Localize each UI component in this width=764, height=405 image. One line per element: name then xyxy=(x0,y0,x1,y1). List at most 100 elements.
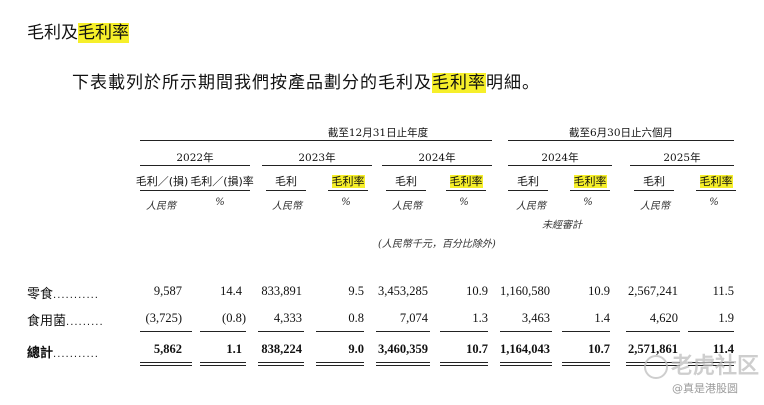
table-cell: 10.9 xyxy=(588,284,610,298)
table-cell: 2,567,241 xyxy=(628,284,678,298)
col-rule xyxy=(328,190,368,191)
total-rule xyxy=(200,365,246,366)
leader-dots: ........... xyxy=(53,290,99,301)
total-rule xyxy=(258,362,304,363)
col-rule xyxy=(266,190,306,191)
table-cell-total: 5,862 xyxy=(153,342,182,356)
intro-suffix: 明細。 xyxy=(486,73,540,93)
subtotal-rule xyxy=(440,331,488,332)
highlight-mark: 毛利率 xyxy=(573,175,607,188)
col-rule xyxy=(570,190,610,191)
watermark-handle: @真是港股圆 xyxy=(672,382,738,395)
year-rule xyxy=(382,165,492,166)
table-cell-total: 2,571,861 xyxy=(628,342,678,356)
table-cell: 833,891 xyxy=(261,284,302,298)
row-label-total: 總計........... xyxy=(27,342,99,361)
total-rule xyxy=(562,362,610,363)
year-header: 2024年 xyxy=(541,152,579,164)
col-header-gross-margin: 毛利率 xyxy=(570,173,610,189)
col-header-gross-margin: 毛利率 xyxy=(446,173,486,189)
year-rule xyxy=(140,165,250,166)
group-rule-six-month xyxy=(508,140,734,141)
col-rule xyxy=(508,190,548,191)
subtotal-rule xyxy=(500,331,552,332)
total-rule xyxy=(258,365,304,366)
highlight-mark: 毛利率 xyxy=(699,175,733,188)
group-header-six-month: 截至6月30日止六個月 xyxy=(568,127,674,139)
leader-dots: ........... xyxy=(53,349,99,360)
col-header-gross-margin: 毛利／(損)率 xyxy=(190,175,254,188)
col-header-gross-margin: 毛利率 xyxy=(328,173,368,189)
tiger-icon xyxy=(644,355,668,379)
total-rule xyxy=(688,362,734,363)
table-cell: (3,725) xyxy=(145,311,182,325)
col-rule xyxy=(696,190,736,191)
table-cell: 7,074 xyxy=(399,311,428,325)
row-label-mushrooms: 食用菌......... xyxy=(27,310,104,329)
total-rule xyxy=(688,365,734,366)
col-rule xyxy=(446,190,486,191)
table-cell-total: 1.1 xyxy=(226,342,242,356)
col-rule xyxy=(140,190,192,191)
total-rule xyxy=(376,362,430,363)
unit-note: (人民幣千元，百分比除外) xyxy=(378,239,496,250)
unit-label: 人民幣 xyxy=(392,201,422,212)
unit-label: 人民幣 xyxy=(640,201,670,212)
highlight-mark: 毛利率 xyxy=(449,175,483,188)
total-rule xyxy=(500,365,552,366)
watermark-text: 老虎社区 xyxy=(671,354,760,379)
year-header: 2024年 xyxy=(418,152,456,164)
table-cell-total: 10.7 xyxy=(588,342,610,356)
table-cell: 1.9 xyxy=(718,311,734,325)
year-rule xyxy=(508,165,612,166)
table-cell-total: 10.7 xyxy=(466,342,488,356)
table-cell-total: 9.0 xyxy=(348,342,364,356)
unit-label: % xyxy=(583,197,593,208)
table-cell: (0.8) xyxy=(222,311,246,325)
table-cell: 14.4 xyxy=(220,284,242,298)
col-rule xyxy=(634,190,674,191)
col-header-gross-profit: 毛利 xyxy=(643,175,665,188)
row-label-text: 總計 xyxy=(27,346,54,361)
group-header-annual: 截至12月31日止年度 xyxy=(327,127,429,139)
year-header: 2025年 xyxy=(663,152,701,164)
total-rule xyxy=(140,362,192,363)
table-cell: 0.8 xyxy=(348,311,364,325)
unit-label: 人民幣 xyxy=(146,201,176,212)
total-rule xyxy=(316,362,364,363)
table-cell: 9.5 xyxy=(348,284,364,298)
unit-label: 人民幣 xyxy=(516,201,546,212)
total-rule xyxy=(140,365,192,366)
total-rule xyxy=(500,362,552,363)
subtotal-rule xyxy=(200,331,246,332)
unit-label: % xyxy=(709,197,719,208)
subtotal-rule xyxy=(562,331,610,332)
table-cell: 4,620 xyxy=(649,311,678,325)
subtotal-rule xyxy=(688,331,734,332)
table-cell: 1.3 xyxy=(472,311,488,325)
intro-highlight: 毛利率 xyxy=(432,73,486,93)
unit-label: % xyxy=(459,197,469,208)
table-cell: 1.4 xyxy=(594,311,610,325)
row-label-text: 零食 xyxy=(27,287,54,302)
total-rule xyxy=(440,362,488,363)
table-cell: 11.5 xyxy=(712,284,734,298)
highlight-mark: 毛利率 xyxy=(331,175,365,188)
col-header-gross-profit: 毛利 xyxy=(275,175,297,188)
year-header: 2023年 xyxy=(298,152,336,164)
group-rule-annual xyxy=(140,140,492,141)
total-rule xyxy=(562,365,610,366)
total-rule xyxy=(316,365,364,366)
table-cell: 9,587 xyxy=(153,284,182,298)
col-header-gross-profit: 毛利／(損) xyxy=(135,175,189,188)
unit-label: 人民幣 xyxy=(272,201,302,212)
subtotal-rule xyxy=(140,331,192,332)
col-rule xyxy=(386,190,426,191)
section-title: 毛利及毛利率 xyxy=(27,18,129,43)
table-cell-total: 838,224 xyxy=(261,342,302,356)
unaudited-note: 未經審計 xyxy=(542,220,582,231)
watermark-logo: 老虎社区 xyxy=(644,348,759,380)
unit-label: % xyxy=(215,197,225,208)
col-header-gross-margin: 毛利率 xyxy=(696,173,736,189)
table-cell: 3,463 xyxy=(521,311,550,325)
